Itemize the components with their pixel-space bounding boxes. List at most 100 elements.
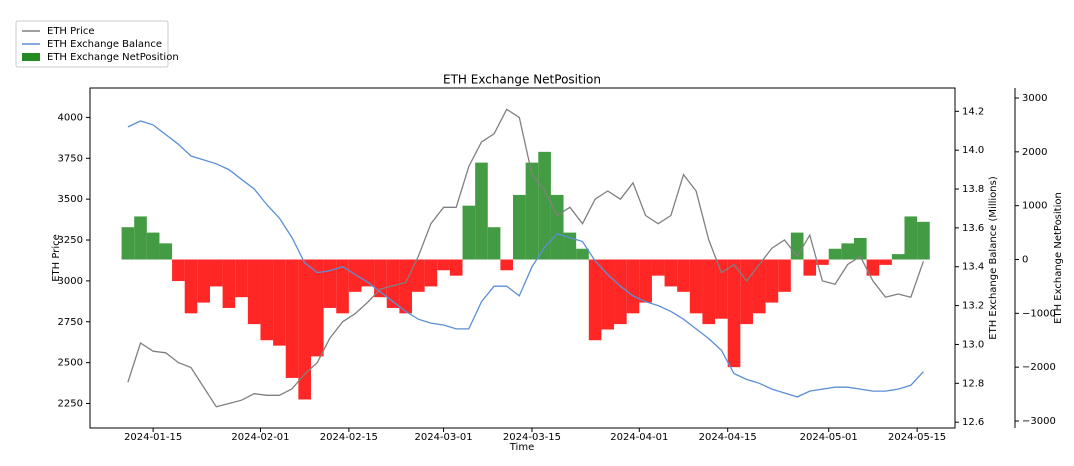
x-tick-label: 2024-02-01	[231, 432, 289, 443]
bar	[816, 259, 829, 265]
bar	[904, 216, 918, 260]
bar	[891, 254, 905, 260]
bar	[639, 259, 652, 303]
y-tick-label: 2750	[58, 317, 83, 328]
y2-tick-label: 14.0	[962, 145, 984, 156]
bar	[576, 248, 589, 260]
bar	[513, 194, 526, 260]
bar	[197, 259, 210, 303]
x-axis-label: Time	[509, 442, 534, 453]
line	[127, 120, 924, 398]
bar	[273, 259, 286, 346]
bar	[386, 259, 400, 308]
x-tick-label: 2024-03-01	[415, 432, 473, 443]
bar	[689, 259, 703, 314]
bar	[285, 259, 299, 378]
y2-axis-label: ETH Exchange Balance (Millions)	[988, 176, 999, 340]
bar	[853, 237, 867, 260]
y3-tick-label: 0	[1022, 255, 1028, 266]
y-tick-label: 3000	[58, 276, 83, 287]
chart-title: ETH Exchange NetPosition	[443, 73, 601, 87]
bar	[765, 259, 779, 303]
plot-frame	[89, 87, 956, 429]
y-tick-label: 3500	[58, 194, 83, 205]
y3-tick-label: 1000	[1022, 201, 1047, 212]
bar	[323, 259, 337, 308]
legend-label: ETH Exchange Balance	[47, 39, 162, 50]
y3-tick-label: 3000	[1022, 93, 1047, 104]
y2-tick-label: 12.8	[962, 378, 984, 389]
bar	[412, 259, 425, 292]
bar	[500, 259, 514, 271]
legend-label: ETH Exchange NetPosition	[47, 52, 179, 63]
bar	[449, 259, 463, 276]
bar	[399, 259, 413, 314]
y2-tick-label: 13.0	[962, 339, 984, 350]
bar	[828, 248, 842, 260]
bar	[146, 232, 160, 260]
x-tick-label: 2024-04-15	[699, 432, 757, 443]
bar	[563, 232, 577, 260]
x-tick-label: 2024-04-01	[610, 432, 668, 443]
bar	[298, 259, 311, 400]
bar	[348, 259, 362, 292]
x-tick-label: 2024-03-15	[503, 432, 561, 443]
bar	[702, 259, 716, 325]
bar	[209, 259, 223, 287]
bar	[917, 221, 930, 260]
bar	[778, 259, 791, 292]
y-tick-label: 2500	[58, 358, 83, 369]
bar	[727, 259, 741, 368]
bar	[715, 259, 728, 319]
y3-tick-label: −1000	[1022, 308, 1056, 319]
bar	[664, 259, 678, 287]
bar	[260, 259, 274, 341]
bar	[525, 162, 539, 260]
y-tick-label: 4000	[58, 112, 83, 123]
x-tick-label: 2024-05-15	[888, 432, 946, 443]
y2-tick-label: 12.6	[962, 417, 984, 428]
y3-axis-label: ETH Exchange NetPosition	[1053, 192, 1064, 324]
y-tick-label: 3750	[58, 153, 83, 164]
bar	[462, 205, 476, 260]
bar	[752, 259, 766, 314]
legend-box	[15, 20, 169, 68]
bar	[336, 259, 349, 314]
bar	[487, 227, 501, 260]
bar	[740, 259, 753, 325]
bar	[172, 259, 185, 282]
y2-tick-label: 13.8	[962, 184, 984, 195]
y3-tick-label: −3000	[1022, 416, 1056, 427]
bar	[879, 259, 892, 265]
y3-tick-label: −2000	[1022, 362, 1056, 373]
bar	[424, 259, 438, 287]
y-tick-label: 3250	[58, 235, 83, 246]
bar	[247, 259, 261, 325]
legend-swatch	[22, 53, 40, 61]
x-tick-label: 2024-05-01	[800, 432, 858, 443]
bar	[310, 259, 324, 357]
bar	[550, 194, 564, 260]
bar	[803, 259, 817, 276]
line	[127, 108, 925, 408]
bar	[626, 259, 640, 314]
y-tick-label: 2250	[58, 398, 83, 409]
bar	[184, 259, 198, 314]
legend-label: ETH Price	[47, 26, 95, 37]
y2-tick-label: 13.4	[962, 262, 984, 273]
bar	[121, 227, 135, 260]
bar	[235, 259, 248, 298]
bar	[677, 259, 690, 292]
bar	[437, 259, 450, 271]
bar	[159, 243, 173, 260]
bar	[866, 259, 880, 276]
bar	[651, 259, 665, 276]
bar	[134, 216, 147, 260]
bar	[475, 162, 488, 260]
y3-tick-label: 2000	[1022, 147, 1047, 158]
bar	[588, 259, 602, 341]
x-tick-label: 2024-02-15	[320, 432, 378, 443]
bar	[614, 259, 627, 325]
bar	[222, 259, 236, 308]
